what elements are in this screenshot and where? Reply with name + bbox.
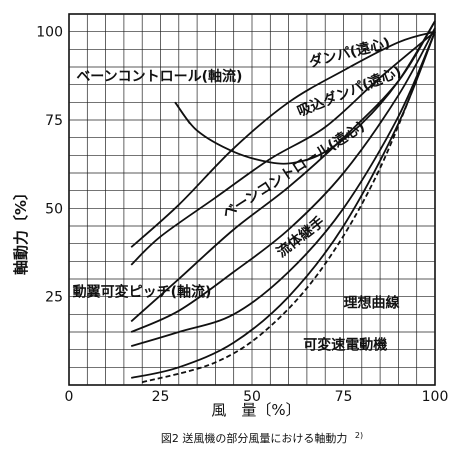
y-tick-label: 100 xyxy=(36,25,63,41)
curves xyxy=(130,20,436,384)
series-line-1 xyxy=(130,31,436,266)
grid xyxy=(68,13,436,386)
series-label-7: 可変速電動機 xyxy=(303,337,387,354)
series-label-2: ベーンコントロール(軸流) xyxy=(76,68,242,85)
y-axis-label: 軸動力〔%〕 xyxy=(12,185,30,275)
figure-caption: 図2 送風機の部分風量における軸動力 2) xyxy=(161,431,363,445)
y-tick-label: 75 xyxy=(45,113,63,129)
figure-caption-text: 図2 送風機の部分風量における軸動力 xyxy=(161,431,348,445)
series-label-4: 流体継手 xyxy=(273,213,328,261)
series-label-5: 動翼可変ピッチ(軸流) xyxy=(73,284,212,301)
series-line-3 xyxy=(130,20,436,323)
tick-labels: 0 25 50 75 100 25 50 75 100 xyxy=(36,25,448,405)
series-line-5 xyxy=(130,31,436,347)
y-tick-label: 25 xyxy=(45,290,63,306)
series-label-0: ダンパ(遠心) xyxy=(307,34,391,71)
y-tick-label: 50 xyxy=(45,201,63,217)
x-tick-label: 100 xyxy=(422,389,449,405)
x-axis-label: 風 量〔%〕 xyxy=(211,401,300,419)
series-arrow xyxy=(174,101,191,124)
figure-caption-ref: 2) xyxy=(355,431,363,440)
series-line-0 xyxy=(130,30,436,248)
series-line-7 xyxy=(131,31,436,379)
series-label-6: 理想曲線 xyxy=(344,294,400,311)
x-tick-label: 25 xyxy=(152,389,170,405)
series-line-6 xyxy=(141,31,436,384)
x-tick-label: 0 xyxy=(65,389,74,405)
x-tick-label: 50 xyxy=(243,389,261,405)
series-line-4 xyxy=(130,27,436,333)
x-tick-label: 75 xyxy=(335,389,353,405)
